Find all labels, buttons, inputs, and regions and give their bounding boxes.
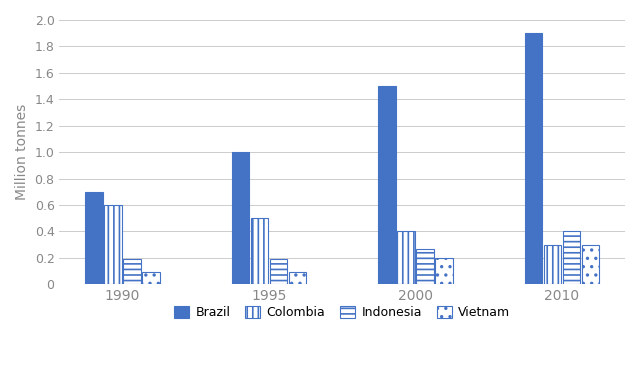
Bar [251, 218, 268, 284]
Bar [416, 249, 434, 284]
Bar [543, 244, 561, 284]
Bar [124, 259, 141, 284]
Bar [232, 152, 249, 284]
Bar [269, 259, 287, 284]
Bar [378, 86, 396, 284]
Bar [85, 192, 102, 284]
Y-axis label: Million tonnes: Million tonnes [15, 104, 29, 200]
Bar [289, 272, 307, 284]
Legend: Brazil, Colombia, Indonesia, Vietnam: Brazil, Colombia, Indonesia, Vietnam [168, 300, 516, 326]
Bar [142, 272, 160, 284]
Bar [563, 231, 580, 284]
Bar [435, 258, 453, 284]
Bar [397, 231, 415, 284]
Bar [104, 205, 122, 284]
Bar [582, 244, 599, 284]
Bar [525, 33, 542, 284]
